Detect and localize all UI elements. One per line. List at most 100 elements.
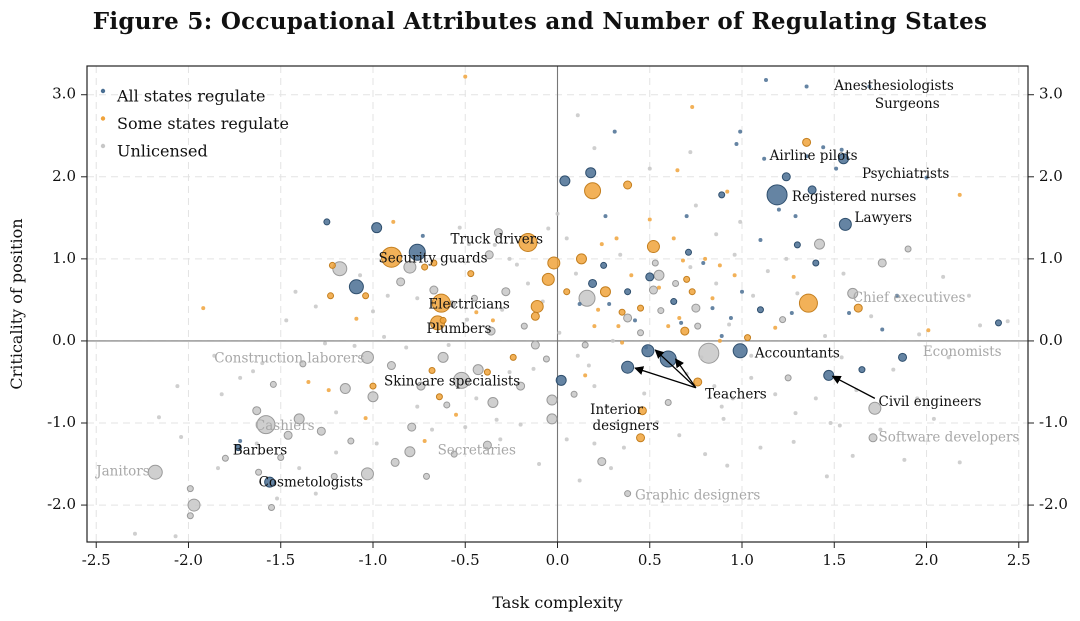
point-all	[685, 248, 693, 256]
point-all	[624, 288, 632, 296]
occupation-label: Security guards	[379, 250, 488, 266]
point-none	[352, 343, 357, 348]
x-tick-label: 2.0	[915, 551, 939, 569]
point-all	[804, 154, 809, 159]
point-all	[348, 279, 364, 295]
point-none	[147, 464, 163, 480]
point-all	[766, 184, 788, 206]
point-all	[793, 241, 801, 249]
point-none	[212, 353, 217, 358]
point-all	[603, 214, 608, 219]
point-all	[894, 293, 899, 298]
point-none	[404, 345, 409, 350]
point-none	[648, 285, 658, 295]
point-some	[710, 296, 715, 301]
legend-marker-some	[100, 116, 106, 121]
point-none	[721, 416, 726, 421]
point-all	[847, 311, 852, 316]
point-none	[738, 219, 743, 224]
point-some	[467, 270, 475, 278]
point-none	[487, 396, 499, 408]
legend-entry: Some states regulate	[117, 114, 289, 133]
point-none	[784, 256, 789, 261]
annotation-arrow	[634, 366, 697, 389]
x-tick-label: 1.0	[730, 551, 754, 569]
point-all	[740, 289, 745, 294]
point-none	[877, 258, 887, 268]
y-tick-label-right: -1.0	[1039, 413, 1068, 431]
point-none	[537, 462, 542, 467]
y-tick-label: -1.0	[47, 413, 76, 431]
point-none	[804, 348, 809, 353]
point-none	[758, 445, 763, 450]
point-all	[867, 84, 872, 89]
occupation-label: Electricians	[428, 296, 510, 312]
point-none	[297, 466, 302, 471]
point-all	[804, 84, 809, 89]
point-none	[653, 269, 665, 281]
point-all	[670, 298, 678, 306]
point-all	[823, 369, 835, 381]
point-none	[360, 467, 374, 481]
point-all	[758, 237, 763, 242]
point-all	[577, 302, 582, 306]
legend: All states regulate Some states regulate U…	[100, 87, 289, 161]
point-some	[428, 366, 436, 374]
point-none	[779, 316, 787, 324]
point-none	[703, 452, 708, 457]
occupation-label-unlicensed: Cashiers	[255, 418, 315, 434]
point-none	[793, 411, 798, 416]
point-none	[370, 309, 375, 314]
point-none	[330, 472, 338, 480]
point-some	[421, 263, 429, 271]
point-some	[483, 368, 491, 376]
point-all	[644, 345, 649, 350]
point-none	[530, 340, 540, 350]
y-tick-label-right: 2.0	[1039, 167, 1063, 185]
point-none	[546, 394, 558, 406]
point-none	[698, 342, 720, 364]
point-some	[354, 316, 359, 321]
point-none	[677, 433, 682, 438]
point-none	[688, 150, 693, 155]
legend-entry: Unlicensed	[117, 142, 208, 161]
point-none	[486, 326, 496, 336]
point-none	[179, 434, 184, 439]
point-none	[915, 396, 920, 401]
point-none	[941, 274, 946, 279]
point-none	[299, 360, 307, 368]
point-none	[429, 285, 439, 295]
point-some	[583, 373, 588, 378]
x-axis-label: Task complexity	[492, 593, 622, 612]
point-none	[727, 322, 732, 327]
point-some	[327, 292, 335, 300]
point-none	[507, 256, 512, 261]
point-some	[717, 338, 722, 343]
point-some	[530, 311, 540, 321]
point-none	[917, 332, 922, 337]
point-some	[732, 273, 737, 278]
point-all	[728, 315, 733, 320]
x-tick-label: 0.5	[638, 551, 662, 569]
point-none	[610, 338, 615, 343]
point-none	[531, 366, 536, 371]
point-none	[430, 427, 435, 432]
point-none	[828, 421, 833, 425]
point-none	[637, 329, 645, 337]
point-some	[530, 299, 544, 313]
point-none	[132, 531, 137, 536]
point-some	[509, 353, 517, 361]
point-none	[525, 281, 530, 286]
point-none	[570, 390, 578, 398]
point-some	[306, 379, 311, 384]
annotation-arrow	[831, 375, 876, 399]
point-some	[693, 377, 703, 387]
point-some	[474, 310, 479, 315]
point-all	[323, 218, 331, 226]
point-some	[490, 318, 495, 323]
point-none	[839, 355, 844, 360]
point-none	[446, 343, 451, 348]
point-none	[367, 391, 379, 403]
point-none	[597, 457, 607, 467]
